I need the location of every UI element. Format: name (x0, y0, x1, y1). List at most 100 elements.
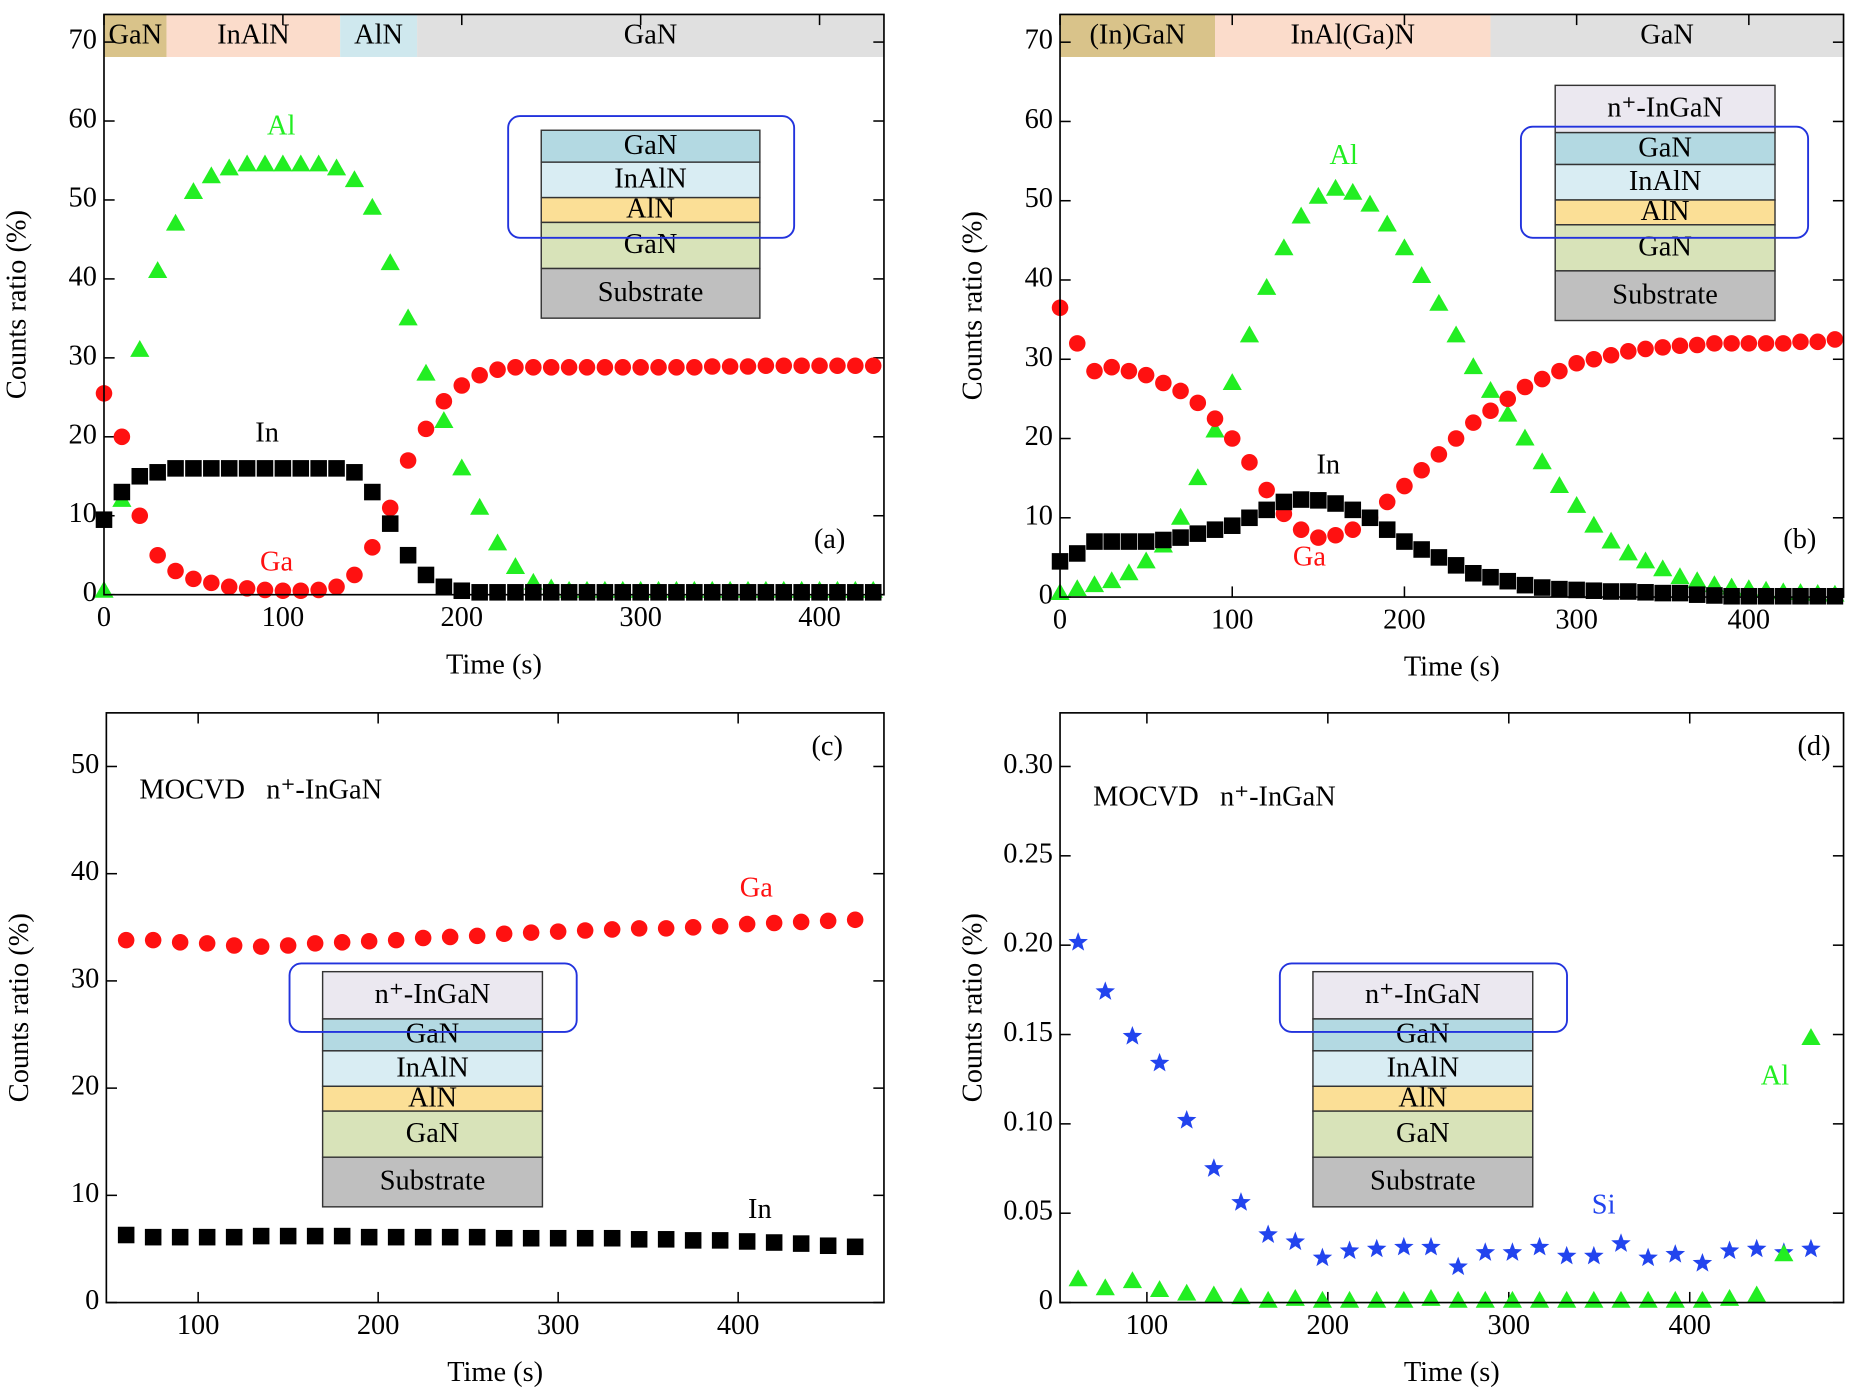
inset-layer-label: AlN (1641, 196, 1690, 227)
data-point (847, 357, 864, 375)
data-point (1367, 1290, 1387, 1308)
data-point (1447, 557, 1465, 574)
data-point (1068, 545, 1086, 562)
data-point (1339, 1290, 1360, 1308)
inset-layer-label: GaN (624, 229, 678, 260)
data-point (1653, 559, 1673, 577)
y-axis-label: Counts ratio (%) (957, 211, 988, 400)
data-point (171, 934, 189, 951)
region-label: AlN (354, 19, 403, 50)
data-point (1706, 587, 1723, 604)
data-point (1394, 238, 1415, 256)
data-point (256, 460, 274, 477)
data-point (829, 584, 846, 601)
data-point (1533, 579, 1551, 596)
data-point (1396, 533, 1413, 550)
y-axis-label: Counts ratio (%) (957, 913, 988, 1102)
data-point (441, 928, 459, 946)
data-point (468, 1228, 486, 1246)
y-tick-label: 40 (1025, 263, 1053, 294)
data-point (1103, 358, 1120, 376)
data-point (1551, 362, 1568, 380)
layer-region (166, 14, 341, 57)
y-tick-label: 0 (85, 1285, 99, 1316)
data-point (310, 460, 327, 477)
data-point (1654, 584, 1672, 602)
data-point (1339, 1240, 1360, 1260)
data-point (360, 932, 378, 950)
inset-layer (321, 970, 544, 1020)
layer-region (417, 14, 884, 57)
data-point (1448, 1290, 1468, 1308)
x-tick-label: 300 (537, 1310, 580, 1341)
y-tick-label: 0 (83, 577, 97, 608)
data-point (399, 546, 417, 564)
region-label: GaN (1640, 19, 1694, 50)
inset-layer (1554, 163, 1776, 201)
data-point (364, 483, 381, 501)
inset-layer-label: InAlN (1387, 1052, 1459, 1083)
data-point (1568, 581, 1585, 599)
data-point (1448, 1256, 1468, 1276)
data-point (1670, 567, 1690, 585)
inset-layer-label: GaN (406, 1019, 460, 1050)
data-point (362, 197, 382, 215)
layer-region (340, 14, 418, 57)
data-point (1155, 374, 1172, 392)
data-point (1584, 1245, 1604, 1265)
data-point (507, 359, 524, 376)
data-point (1585, 582, 1603, 599)
data-point (525, 584, 542, 601)
data-point (310, 581, 327, 599)
data-point (360, 1228, 378, 1246)
data-point (1325, 178, 1346, 196)
data-point (864, 584, 882, 601)
data-point (1095, 1278, 1115, 1296)
data-point (1502, 1242, 1523, 1261)
data-point (1366, 1238, 1387, 1258)
data-point (1774, 1244, 1794, 1262)
data-point (1120, 533, 1138, 550)
data-point (333, 934, 351, 951)
region-label: GaN (109, 19, 163, 50)
data-point (203, 574, 220, 592)
data-point (1688, 586, 1706, 603)
data-point (328, 460, 345, 477)
data-point (632, 359, 649, 376)
inset-layer (540, 129, 761, 163)
data-point (596, 359, 614, 376)
data-point (819, 912, 837, 930)
data-point (1258, 1224, 1278, 1244)
data-point (274, 460, 292, 477)
data-point (468, 927, 486, 945)
y-tick-label: 0.10 (1003, 1106, 1053, 1137)
data-point (1308, 186, 1328, 204)
data-point (255, 154, 275, 172)
inset-layer (540, 267, 761, 319)
data-point (1361, 509, 1379, 527)
data-point (237, 154, 257, 172)
data-point (1189, 525, 1207, 542)
inset-layer-label: Substrate (598, 277, 704, 308)
data-point (131, 467, 149, 485)
data-point (252, 1227, 270, 1245)
data-point (1688, 336, 1706, 354)
data-point (864, 357, 882, 375)
data-point (198, 935, 216, 952)
data-point (346, 464, 363, 481)
data-point (1671, 584, 1689, 602)
data-point (1499, 572, 1517, 590)
data-point (274, 582, 292, 600)
x-axis-label: Time (s) (447, 1357, 543, 1388)
data-point (1499, 390, 1517, 408)
inset-layer (1554, 270, 1776, 322)
inset-layer-label: InAlN (1629, 166, 1701, 197)
data-point (507, 584, 524, 601)
x-tick-label: 400 (717, 1310, 760, 1341)
data-point (1377, 214, 1397, 232)
series-label: In (748, 1194, 772, 1225)
data-point (1241, 509, 1258, 527)
data-point (435, 392, 453, 410)
data-point (1086, 362, 1103, 380)
data-point (630, 1231, 648, 1248)
